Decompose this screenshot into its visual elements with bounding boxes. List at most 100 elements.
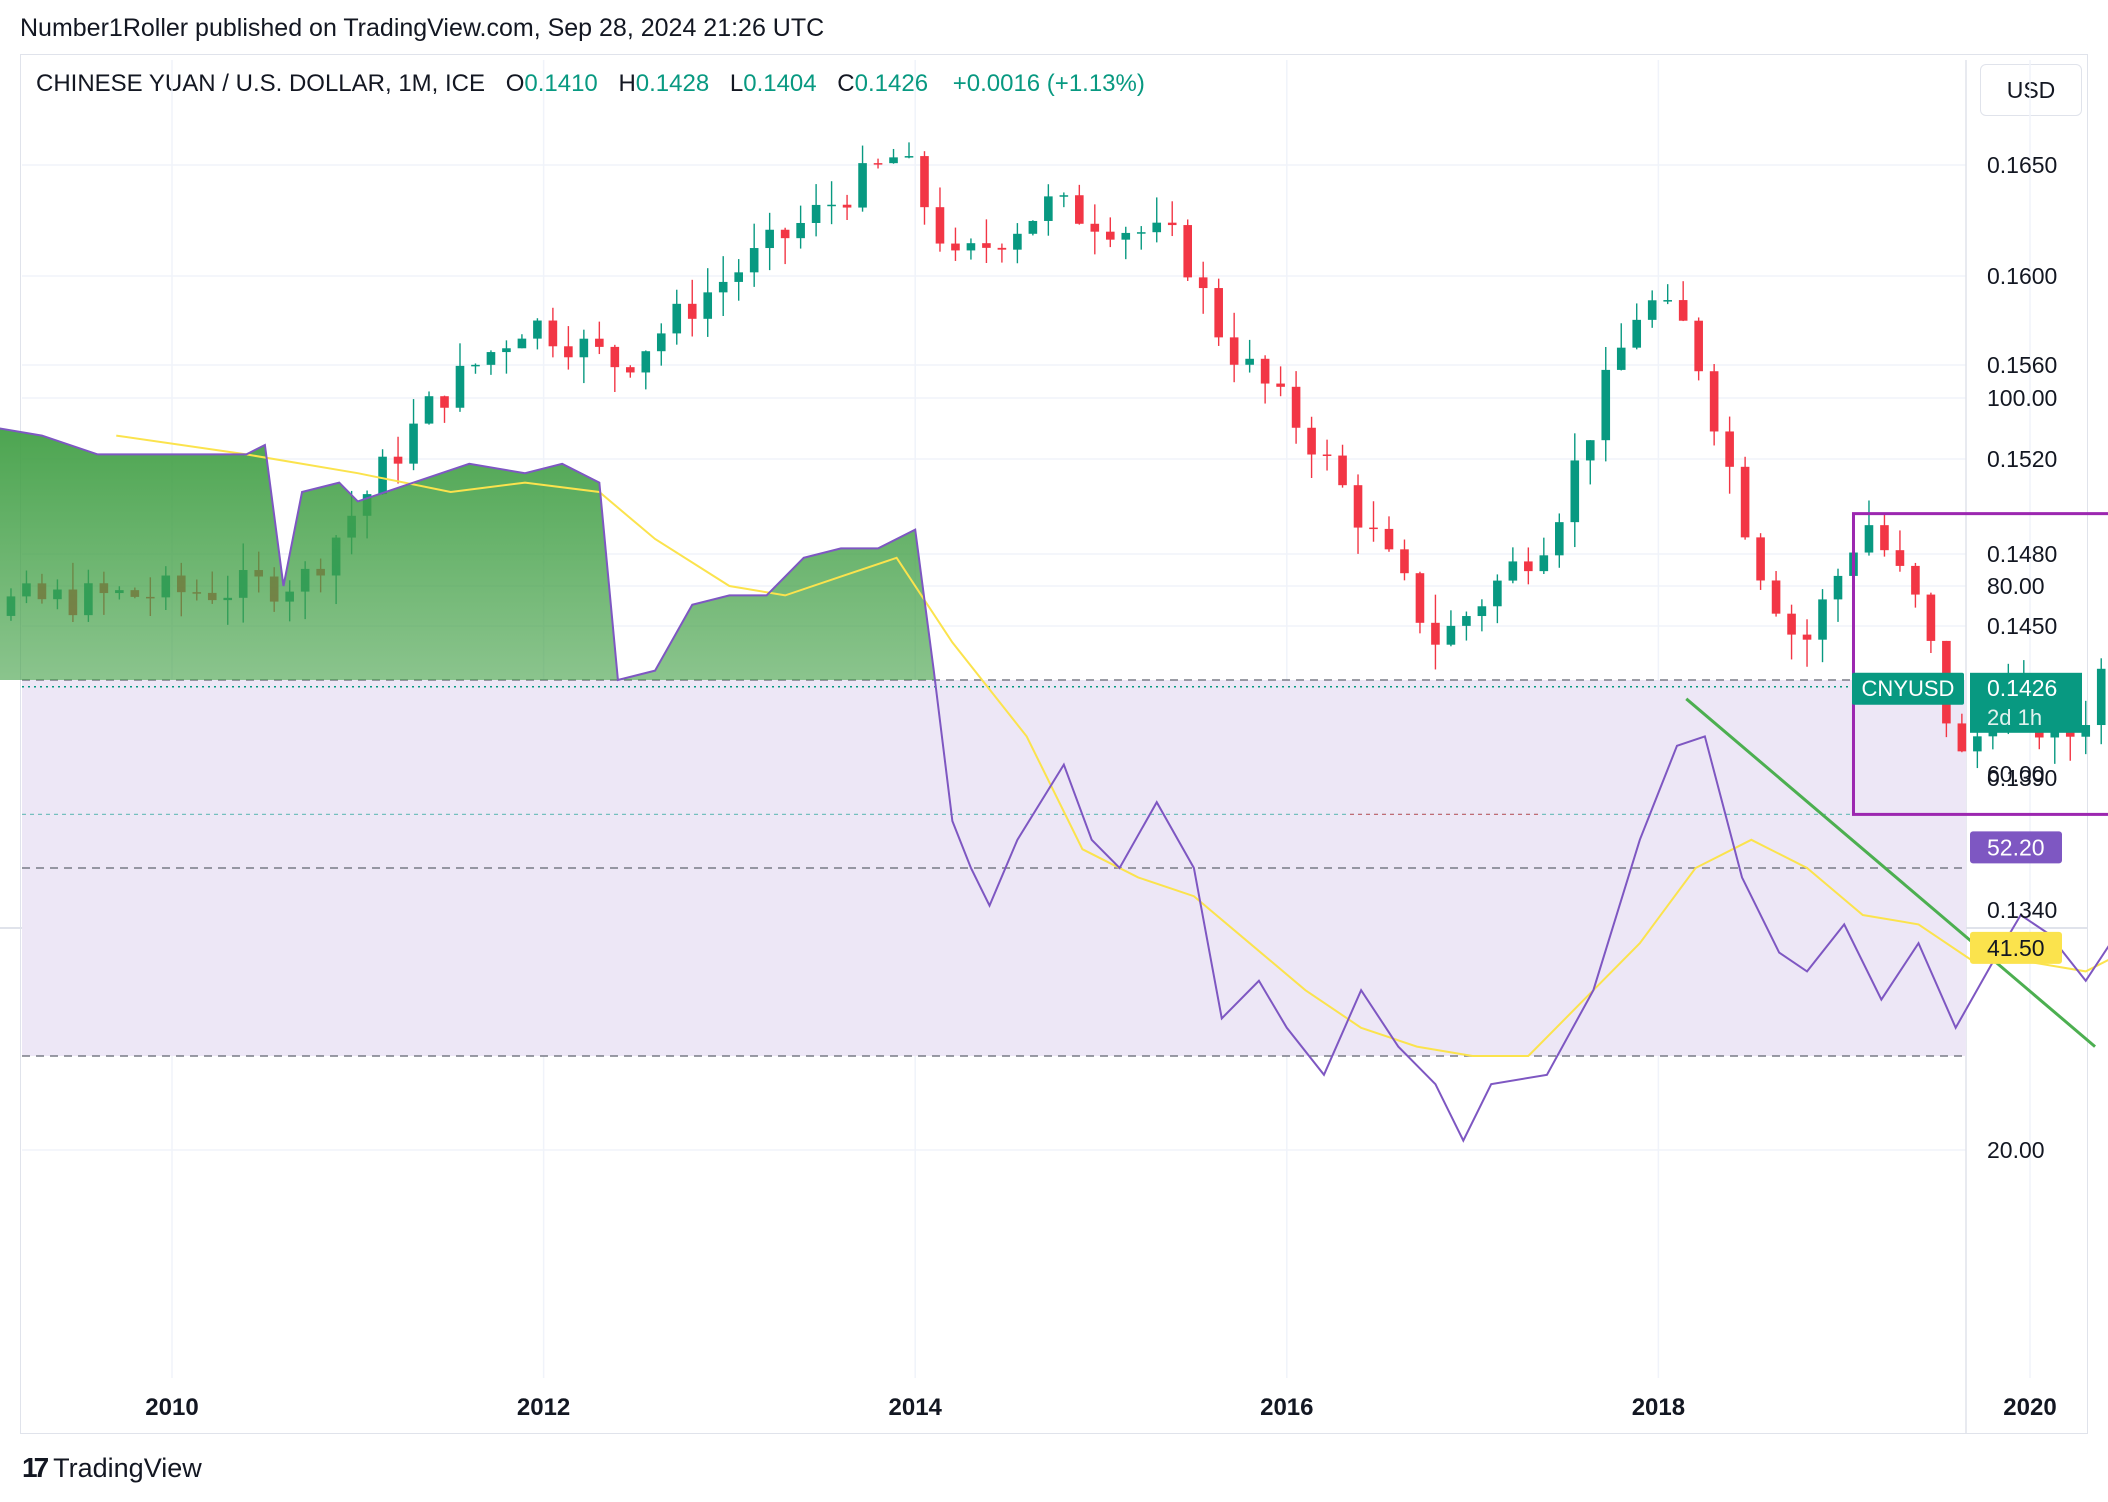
time-tick-label: 2020 — [2003, 1394, 2056, 1421]
candle-body — [1771, 580, 1781, 614]
symbol-badge — [1852, 672, 1964, 705]
candle-body — [997, 247, 1007, 250]
candle-body — [1400, 549, 1409, 574]
candle-body — [1756, 537, 1765, 581]
candle-body — [1787, 613, 1796, 635]
highlight-box-0 — [1851, 512, 2108, 816]
candle-body — [440, 396, 449, 408]
candle-body — [595, 338, 604, 347]
rsi-value-label: 52.20 — [1987, 834, 2045, 860]
candle-body — [1075, 195, 1084, 224]
candle-body — [1136, 232, 1146, 234]
candle-body — [904, 156, 914, 158]
time-tick-label: 2018 — [1632, 1394, 1685, 1421]
candle-body — [1059, 195, 1069, 197]
price-tick-label: 0.1520 — [1987, 446, 2057, 472]
candle-body — [827, 204, 836, 207]
rsi-ma-label: 41.50 — [1987, 935, 2045, 961]
candle-body — [1152, 222, 1162, 233]
bar-countdown: 2d 1h — [1987, 705, 2042, 730]
rsi-ma-line — [116, 434, 2108, 1057]
candle-body — [1167, 222, 1177, 226]
candle-body — [703, 292, 713, 319]
candle-body — [409, 423, 418, 464]
rsi-tick-label: 60.00 — [1987, 761, 2045, 787]
candle-body — [1539, 555, 1549, 572]
candle-body — [1105, 231, 1115, 240]
high-value: 0.1428 — [635, 70, 710, 97]
symbol-header: CHINESE YUAN / U.S. DOLLAR, 1M, ICE O0.1… — [36, 70, 1145, 98]
candle-body — [858, 163, 867, 208]
candle-body — [1322, 454, 1332, 457]
candle-body — [1957, 723, 1967, 752]
candle-body — [1740, 466, 1750, 538]
last-price-badge — [1970, 672, 2082, 733]
candle-body — [1694, 320, 1703, 372]
candle-body — [1260, 358, 1270, 384]
candle-body — [1477, 606, 1487, 617]
rsi-pane — [0, 427, 2108, 1143]
candle-body — [687, 303, 697, 319]
tradingview-logo[interactable]: 17 TradingView — [22, 1452, 202, 1484]
candle-body — [1988, 731, 1998, 737]
rsi-overbought-fill — [0, 428, 2108, 680]
candle-body — [1926, 594, 1936, 641]
currency-button[interactable]: USD — [1980, 64, 2082, 116]
candle-body — [1276, 383, 1285, 387]
candle-body — [842, 204, 852, 208]
price-tick-label: 0.1390 — [1987, 765, 2057, 791]
candle-body — [920, 156, 929, 208]
candle-body — [780, 229, 790, 239]
candle-body — [1493, 580, 1502, 607]
tradingview-logo-icon: 17 — [22, 1452, 49, 1483]
candle-body — [1585, 440, 1595, 461]
candle-body — [966, 243, 976, 251]
publisher-line: Number1Roller published on TradingView.c… — [20, 14, 825, 42]
symbol-title: CHINESE YUAN / U.S. DOLLAR, 1M, ICE — [36, 70, 486, 97]
candle-body — [579, 338, 589, 358]
candle-body — [796, 222, 805, 239]
candle-body — [734, 272, 743, 282]
candle-body — [2081, 725, 2091, 737]
candle-body — [564, 346, 573, 358]
candle-body — [1415, 573, 1425, 623]
candle-body — [1446, 625, 1456, 645]
candle-body — [1973, 736, 1982, 752]
candle-body — [873, 163, 883, 165]
rsi-tick-label: 20.00 — [1987, 1137, 2045, 1163]
candle-body — [1911, 565, 1920, 595]
time-tick-label: 2014 — [889, 1394, 943, 1421]
candle-body — [533, 320, 542, 339]
candle-body — [1555, 522, 1564, 556]
candle-body — [455, 365, 465, 408]
candle-body — [1663, 300, 1672, 302]
candle-body — [718, 281, 728, 293]
candle-body — [1678, 300, 1688, 321]
candle-body — [610, 346, 620, 368]
candle-body — [1353, 485, 1363, 528]
candle-body — [1833, 575, 1843, 600]
candle-body — [1044, 196, 1053, 221]
candle-body — [1818, 599, 1827, 640]
candle-body — [656, 333, 666, 352]
candle-body — [1307, 427, 1316, 455]
candle-body — [951, 243, 960, 251]
change-value: +0.0016 (+1.13%) — [952, 70, 1145, 97]
low-label: L — [729, 70, 744, 97]
price-tick-label: 0.1480 — [1987, 541, 2057, 567]
candle-body — [1198, 277, 1208, 289]
candle-body — [1802, 634, 1812, 640]
candle-body — [502, 348, 511, 353]
high-label: H — [618, 70, 636, 97]
rsi-band — [22, 679, 1966, 1057]
candle-body — [424, 396, 434, 424]
candle-body — [1647, 300, 1657, 320]
candle-body — [1570, 460, 1580, 523]
rsi-ma-badge — [1970, 931, 2062, 964]
candle-body — [1462, 616, 1471, 626]
candle-body — [1121, 232, 1131, 240]
candle-body — [749, 248, 759, 273]
candle-body — [672, 303, 682, 334]
chart-frame — [20, 54, 2088, 1434]
